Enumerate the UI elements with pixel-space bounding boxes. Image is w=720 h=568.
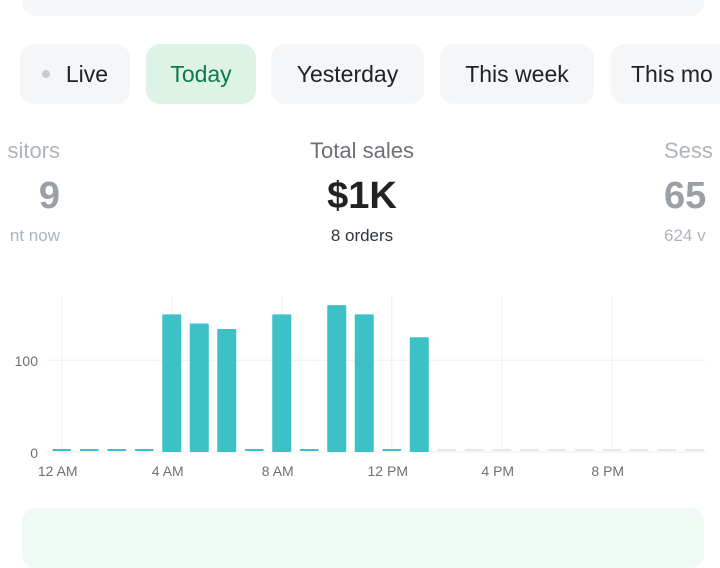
x-tick-label: 4 AM — [152, 463, 184, 479]
bar-3-pm — [464, 449, 484, 451]
bar-8-am — [272, 314, 292, 452]
filter-this-week-label: This week — [465, 60, 569, 87]
metric-visitors[interactable]: sitors 9 nt now — [7, 136, 60, 248]
filter-live-chip[interactable]: Live — [20, 44, 130, 104]
bar-1-pm — [409, 337, 429, 452]
filter-live-label: Live — [65, 60, 109, 87]
bar-3-am — [134, 449, 154, 451]
filter-yesterday-label: Yesterday — [296, 60, 399, 87]
metric-sessions-sub: 624 v — [664, 226, 706, 245]
filter-this-month-label: This mo — [631, 60, 713, 87]
bar-12-am — [52, 449, 72, 451]
x-tick-label: 4 PM — [481, 463, 514, 479]
filter-this-week-chip[interactable]: This week — [440, 44, 594, 104]
x-tick-label: 8 AM — [262, 463, 294, 479]
metric-sessions-label: Sess — [664, 138, 713, 163]
metric-total-sales-label: Total sales — [310, 138, 414, 163]
y-tick-label: 100 — [15, 353, 39, 369]
bar-1-am — [79, 449, 99, 451]
hourly-sales-chart: 0 100 12 AM 4 AM 8 AM 12 PM 4 PM 8 PM — [15, 296, 706, 479]
bar-8-pm — [602, 449, 622, 451]
metric-visitors-label: sitors — [7, 138, 60, 163]
bar-5-pm — [519, 449, 539, 451]
filter-yesterday-chip[interactable]: Yesterday — [271, 44, 424, 104]
bar-4-pm — [492, 449, 512, 451]
metric-total-sales[interactable]: Total sales $1K 8 orders — [262, 136, 462, 248]
bar-12-pm — [382, 449, 402, 451]
metric-visitors-sub: nt now — [9, 226, 60, 245]
x-tick-label: 12 PM — [368, 463, 408, 479]
bar-6-pm — [547, 449, 567, 451]
bar-2-am — [107, 449, 127, 451]
bar-7-am — [244, 449, 264, 451]
bar-11-am — [354, 314, 374, 452]
bar-10-pm — [657, 449, 677, 451]
bar-6-am — [217, 329, 237, 452]
bar-11-pm — [684, 449, 704, 451]
x-tick-label: 12 AM — [38, 463, 78, 479]
bar-10-am — [327, 305, 347, 452]
filter-this-month-chip[interactable]: This mo — [611, 44, 720, 104]
y-tick-label: 0 — [30, 445, 38, 461]
bottom-card — [22, 508, 704, 568]
metric-visitors-value: 9 — [38, 175, 60, 217]
bar-9-pm — [629, 449, 649, 451]
metric-total-sales-sub: 8 orders — [330, 226, 394, 245]
metric-sessions[interactable]: Sess 65 624 v — [664, 136, 713, 248]
top-card — [22, 0, 704, 16]
live-dot-icon — [41, 70, 50, 78]
filter-today-chip[interactable]: Today — [146, 44, 256, 104]
date-filter-bar: Live Today Yesterday This week This mo — [0, 44, 720, 104]
bar-4-am — [162, 314, 182, 452]
x-tick-label: 8 PM — [591, 463, 624, 479]
bar-9-am — [299, 449, 319, 451]
metric-total-sales-value: $1K — [327, 175, 397, 217]
filter-today-label: Today — [170, 60, 232, 87]
bar-2-pm — [437, 449, 457, 451]
metric-sessions-value: 65 — [664, 175, 707, 217]
bar-7-pm — [574, 449, 594, 451]
bar-5-am — [189, 323, 209, 452]
